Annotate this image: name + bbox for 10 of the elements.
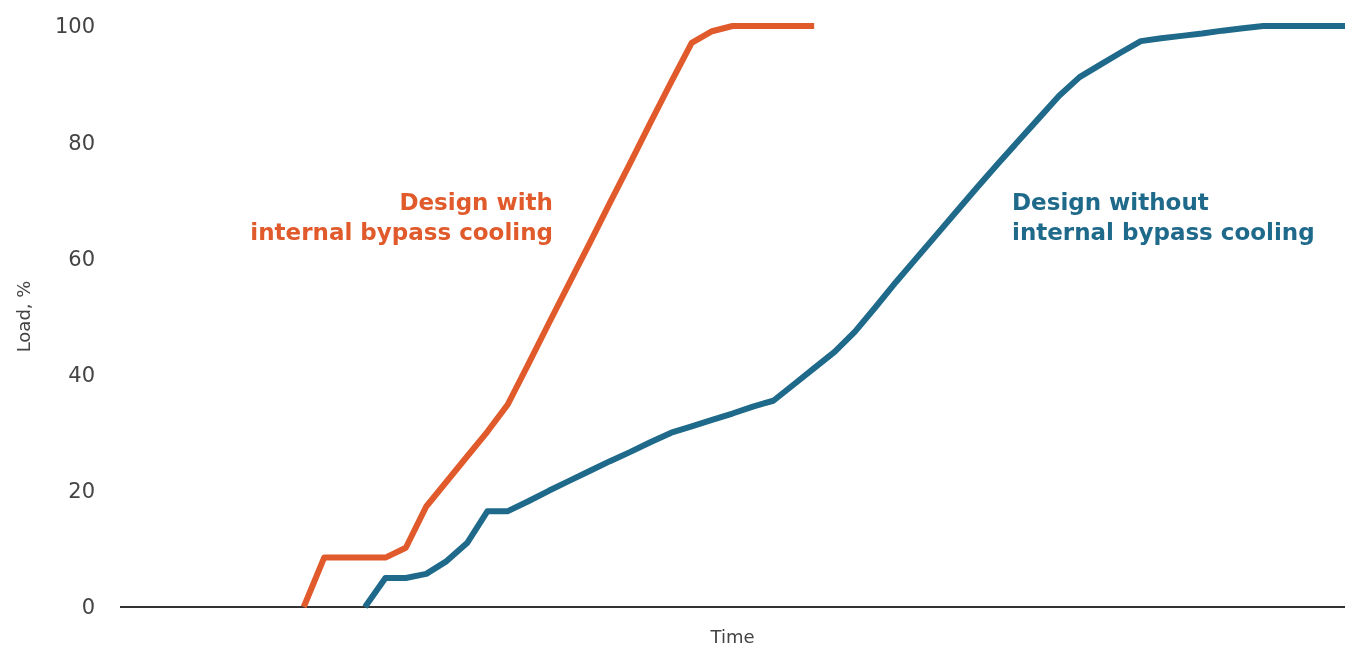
y-tick-label: 40 [68,362,95,387]
y-tick-label: 60 [68,246,95,271]
y-tick-label: 100 [54,14,95,39]
y-axis-title: Load, % [13,280,34,353]
series-label: Design without internal bypass cooling [1012,189,1315,245]
series-label: Design with internal bypass cooling [250,189,553,245]
y-tick-label: 20 [68,479,95,504]
y-tick-label: 0 [81,595,95,620]
x-axis-title: Time [709,626,755,647]
y-tick-label: 80 [68,130,95,155]
